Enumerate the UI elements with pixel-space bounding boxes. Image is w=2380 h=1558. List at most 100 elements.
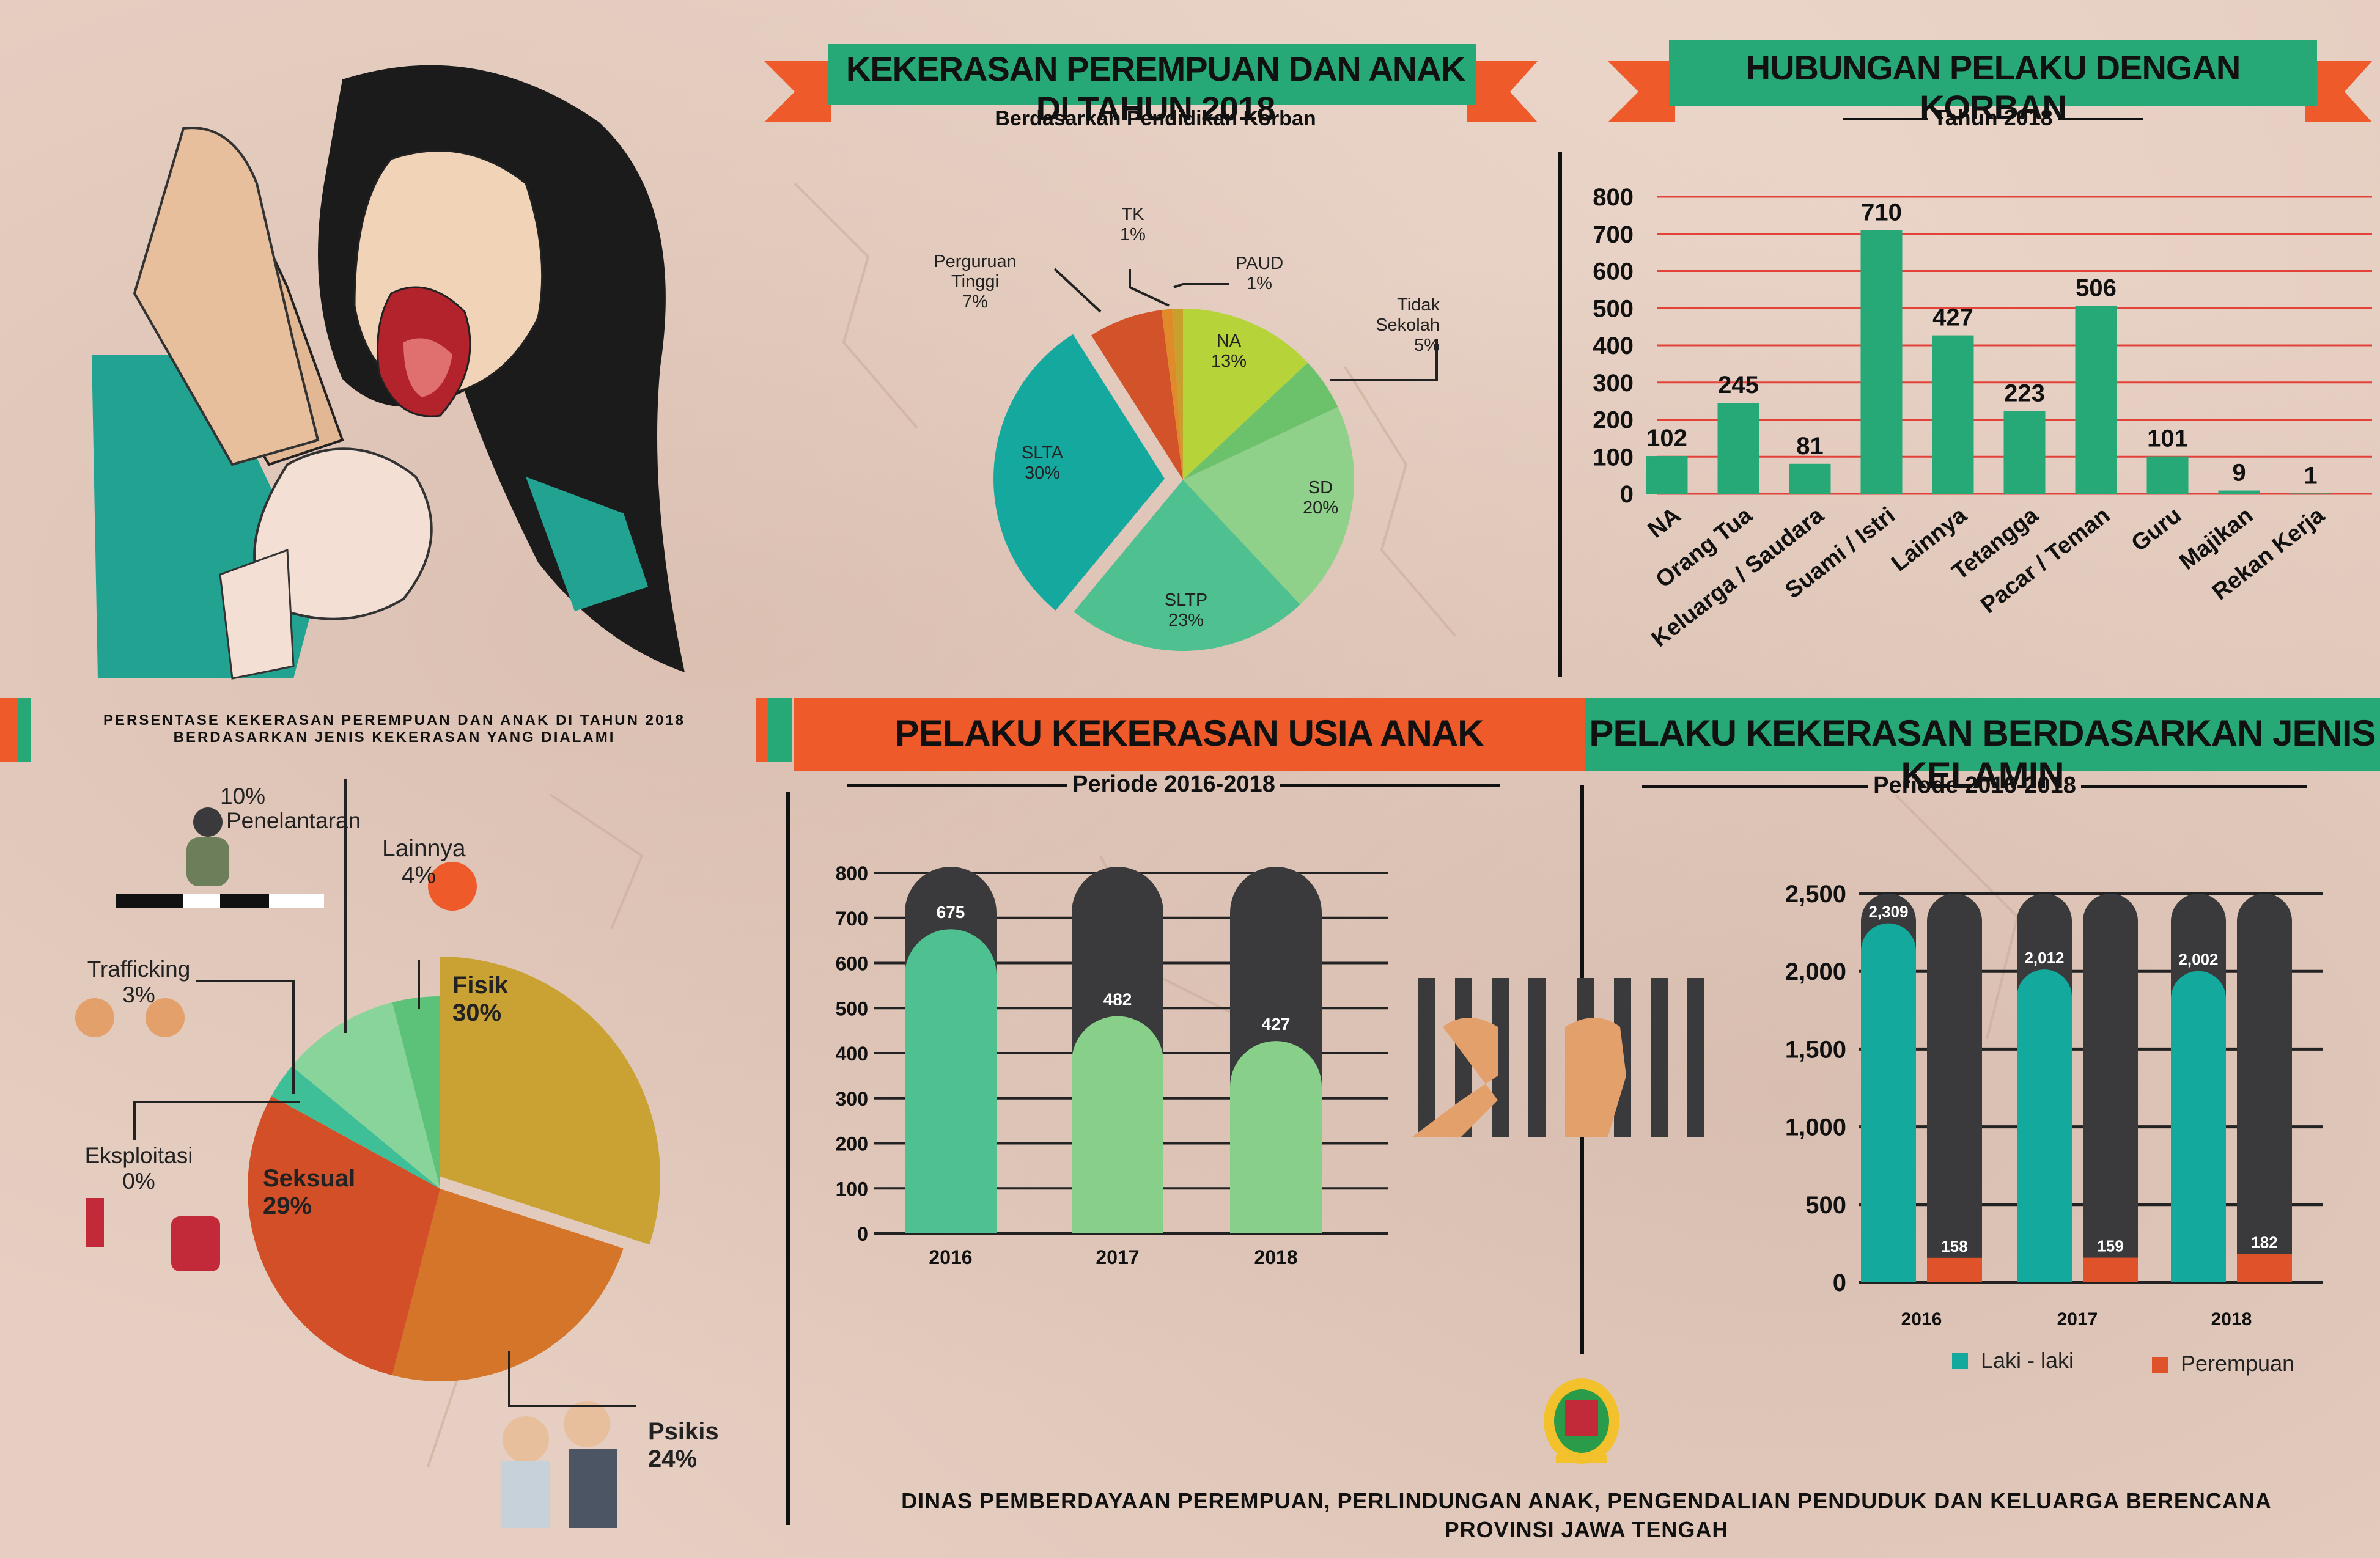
bar-rel-category-label: NA <box>1643 502 1686 543</box>
bar-age-ytick: 700 <box>836 908 868 930</box>
bar-rel-ytick: 400 <box>1593 333 1634 359</box>
bar-gender-value-label: 182 <box>2251 1233 2277 1252</box>
bar-gender-value-label: 158 <box>1941 1237 1967 1255</box>
pie-type-slice-fisik <box>440 957 660 1245</box>
bar-rel-value-label: 102 <box>1646 425 1687 452</box>
province-logo <box>1544 1378 1619 1464</box>
pie-edu-subtitle: Berdasarkan Pendidikan Korban <box>995 107 1316 130</box>
bar-gender-value-label: 159 <box>2097 1237 2123 1255</box>
bar-age-ytick: 600 <box>836 953 868 975</box>
bar-age-ytick: 200 <box>836 1133 868 1155</box>
pie-leader-lines <box>133 268 1438 1407</box>
bar-rel-value-label: 710 <box>1861 199 1902 226</box>
pie-edu-slice-sd <box>1183 406 1354 605</box>
bar-age-ytick: 0 <box>857 1223 868 1245</box>
bar-rel-value-label: 506 <box>2076 275 2117 302</box>
victim-illustration <box>92 65 685 680</box>
pie-edu-slice-tidak-sekolah <box>1183 362 1338 480</box>
bar-gender-bar-female <box>2083 1257 2138 1282</box>
bar-gender-category-label: 2017 <box>2057 1309 2098 1329</box>
bar-rel-ytick: 100 <box>1593 444 1634 471</box>
pie-type-slice-seksual <box>248 1096 440 1376</box>
violence-type-icons <box>75 807 617 1528</box>
bar-rel-bar <box>1932 335 1974 494</box>
bar-age-subtitle: Periode 2016-2018 <box>828 771 1519 798</box>
bar-rel-value-label: 1 <box>2304 462 2317 489</box>
bar-rel-bar <box>1717 403 1759 494</box>
bar-age-title: PELAKU KEKERASAN USIA ANAK <box>894 713 1484 754</box>
bar-age-chart: 0 100 200 300 400 500 600 700 800 675 2016 482 2017 4… <box>836 862 1388 1268</box>
pie-edu-slice-sltp <box>1074 480 1300 651</box>
pie-edu-banner <box>764 44 1538 122</box>
bar-age-ytick: 100 <box>836 1178 868 1200</box>
pie-type-slice-trafficking <box>271 1066 440 1189</box>
bar-gender-ytick: 2,000 <box>1785 958 1846 985</box>
bar-gender-chart: 0 500 1,000 1,500 2,000 2,500 2,309 158 2016 2,01… <box>1785 881 2323 1329</box>
pie-type-title: PERSENTASE KEKERASAN PEREMPUAN DAN ANAK … <box>103 712 685 746</box>
pie-edu-slice-perguruan-tinggi <box>1091 310 1183 480</box>
bar-gender-ytick: 2,500 <box>1785 881 1846 908</box>
bar-rel-ytick: 600 <box>1593 259 1634 285</box>
bar-rel-ytick: 500 <box>1593 295 1634 322</box>
bar-rel-banner <box>1608 40 2372 122</box>
pie-edu-label-paud: PAUD 1% <box>1235 254 1284 293</box>
bar-age-value-label: 675 <box>937 903 965 922</box>
pie-type-label-fisik: Fisik 30% <box>452 972 509 1026</box>
bar-rel-bar <box>1646 456 1688 494</box>
pie-type-slice-psikis <box>392 1189 624 1382</box>
bar-age-category-label: 2017 <box>1096 1246 1139 1268</box>
bar-gender-ytick: 500 <box>1805 1192 1846 1219</box>
bar-age-ytick: 400 <box>836 1043 868 1065</box>
divider-vertical-top <box>1558 152 1562 677</box>
footer-line1: DINAS PEMBERDAYAAN PEREMPUAN, PERLINDUNG… <box>901 1488 2272 1513</box>
bar-gender-bar-male <box>2017 969 2072 1282</box>
bar-rel-ytick: 0 <box>1620 481 1634 508</box>
pie-edu-slice-slta <box>993 334 1165 611</box>
pie-edu-title: KEKERASAN PEREMPUAN DAN ANAK DI TAHUN 20… <box>846 50 1465 128</box>
bar-age-bar <box>905 929 997 1233</box>
pie-edu-label-tk: TK 1% <box>1120 205 1146 244</box>
bar-rel-ytick: 700 <box>1593 221 1634 248</box>
bar-gender-subtitle: Periode 2016-2018 <box>1629 773 2320 799</box>
legend-swatch-female <box>2152 1357 2168 1373</box>
pie-edu-label-pt: Perguruan Tinggi 7% <box>934 252 1017 312</box>
pie-type-label-lain: Lainnya 4% <box>382 836 466 889</box>
pie-edu-label-ts: Tidak Sekolah 5% <box>1376 295 1440 355</box>
pie-education-chart <box>993 309 1354 651</box>
bar-gender-value-label: 2,002 <box>2178 950 2218 969</box>
legend-swatch-male <box>1952 1353 1968 1369</box>
pie-type-slice-penelantaran <box>292 1002 440 1189</box>
bar-gender-track <box>2237 894 2292 1282</box>
pie-type-label-seks: Seksual 29% <box>263 1165 356 1219</box>
bar-rel-title: HUBUNGAN PELAKU DENGAN KORBAN <box>1745 48 2241 127</box>
bar-age-bar <box>1230 1041 1322 1233</box>
bar-gender-title: PELAKU KEKERASAN BERDASARKAN JENIS KELAM… <box>1589 713 2376 796</box>
bar-rel-ytick: 300 <box>1593 370 1634 397</box>
divider-vertical-left <box>786 792 790 1525</box>
bar-gender-bar-female <box>1927 1257 1982 1282</box>
bar-gender-track <box>2083 894 2138 1282</box>
pie-type-label-pen-pct: 10% <box>220 784 266 809</box>
pie-edu-label-na: NA 13% <box>1210 331 1247 371</box>
bar-rel-value-label: 81 <box>1796 433 1824 460</box>
bar-rel-bar <box>2075 306 2117 494</box>
bar-rel-value-label: 245 <box>1718 372 1759 399</box>
pie-edu-label-slta: SLTA 30% <box>1021 443 1064 483</box>
bar-gender-ytick: 1,500 <box>1785 1036 1846 1063</box>
bar-rel-value-label: 427 <box>1932 304 1973 331</box>
bar-age-value-label: 482 <box>1103 990 1132 1009</box>
pie-type-label-eks: Eksploitasi 0% <box>84 1143 193 1194</box>
bar-rel-subtitle: Tahun 2018 <box>1675 105 2311 131</box>
bar-age-ytick: 300 <box>836 1088 868 1110</box>
bar-gender-bar-female <box>2237 1254 2292 1282</box>
bar-rel-bar <box>2290 493 2332 494</box>
footer-line2: PROVINSI JAWA TENGAH <box>1444 1517 1729 1542</box>
bar-gender-value-label: 2,012 <box>2024 949 2064 967</box>
bar-rel-category-label: Guru <box>2127 502 2186 557</box>
bar-rel-bar <box>1789 463 1831 494</box>
bar-gender-bar-male <box>1861 923 1916 1282</box>
bar-rel-ytick: 800 <box>1593 184 1634 211</box>
bar-age-category-label: 2016 <box>929 1246 972 1268</box>
bar-gender-ytick: 1,000 <box>1785 1114 1846 1141</box>
